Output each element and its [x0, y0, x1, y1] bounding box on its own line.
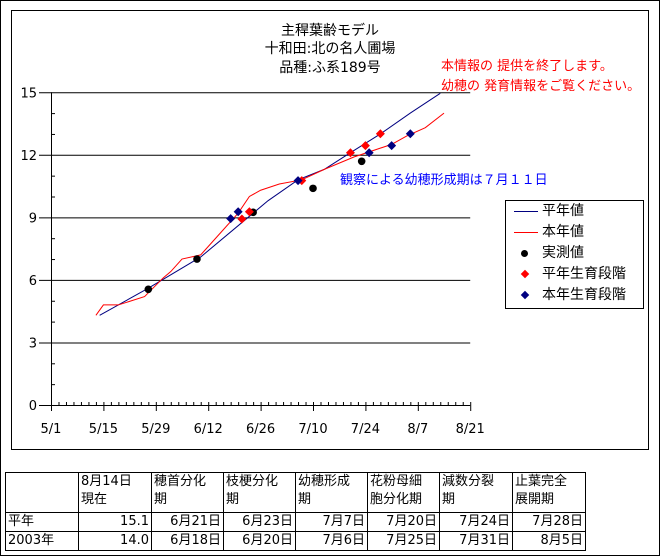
stage-diamond [226, 214, 236, 224]
table-cell: 14.0 [78, 531, 152, 551]
legend-label: 本年生育段階 [542, 287, 626, 303]
legend-label: 平年値 [542, 203, 584, 219]
header-cell [5, 472, 79, 513]
table-cell: 7月20日 [367, 512, 440, 532]
header-text: 穂首分化 [154, 474, 207, 489]
x-tick-label: 7/10 [298, 422, 327, 437]
legend-item-heinen-stage: 平年生育段階 [506, 264, 643, 285]
chart-area [11, 10, 649, 450]
header-cell: 8月14日現在 [78, 472, 152, 513]
header-cell: 減数分裂期 [439, 472, 513, 513]
legend-label: 平年生育段階 [542, 266, 626, 282]
measured-point [309, 184, 317, 193]
y-tick-label: 0 [29, 399, 37, 414]
stage-diamond [233, 207, 243, 217]
header-text: 期 [226, 492, 240, 507]
series-line-1 [95, 112, 445, 316]
stage-diamond [375, 129, 385, 139]
chart-title-line-1: 主稈葉齢モデル [281, 23, 379, 39]
legend-item-heinen: 平年値 [506, 201, 643, 222]
header-cell: 花粉母細 胞分化期 [367, 472, 440, 513]
table-cell: 6月23日 [223, 512, 296, 532]
header-text: 枝梗分化 [226, 474, 279, 489]
series-line-0 [99, 92, 441, 316]
row-label: 平年 [5, 512, 79, 532]
legend-item-measured: 実測値 [506, 243, 643, 264]
notice-line-2: 幼穂の 発育情報をご覧ください。 [441, 79, 641, 94]
header-text: 期 [442, 492, 456, 507]
chart-title-line-3: 品種:ふ系189号 [279, 60, 381, 76]
legend-label: 実測値 [542, 245, 584, 261]
blue-line-swatch [514, 211, 538, 212]
legend-item-honnen: 本年値 [506, 222, 643, 243]
x-tick-label: 5/15 [89, 422, 118, 437]
table-header-row: 8月14日現在 穂首分化期 枝梗分化期 幼穂形成期 花粉母細胞分化期 減数分裂期… [5, 472, 586, 513]
stage-diamond [293, 176, 303, 186]
header-text: 幼穂形成 [298, 474, 351, 489]
navy-diamond-icon [520, 290, 530, 300]
table-row: 2003年 14.0 6月18日 6月20日 7月6日 7月25日 7月31日 … [5, 531, 586, 551]
legend-item-honnen-stage: 本年生育段階 [506, 285, 643, 306]
table-cell: 15.1 [78, 512, 152, 532]
header-cell: 枝梗分化期 [223, 472, 296, 513]
legend: 平年値 本年値 実測値 平年生育段階 本年生育段階 [505, 200, 644, 309]
table-cell: 7月28日 [512, 512, 586, 532]
header-text: 8月14日 [81, 474, 132, 489]
x-tick-label: 6/12 [194, 422, 223, 437]
header-text: 展開期 [515, 492, 555, 507]
table-cell: 6月20日 [223, 531, 296, 551]
table-cell: 7月6日 [295, 531, 368, 551]
legend-label: 本年値 [542, 224, 584, 240]
measured-point [357, 157, 366, 166]
y-tick-label: 6 [29, 274, 37, 289]
table-cell: 6月21日 [151, 512, 224, 532]
measured-point [193, 255, 201, 263]
stage-diamond [387, 141, 397, 151]
red-line-swatch [514, 232, 538, 233]
x-tick-label: 5/1 [41, 422, 62, 437]
x-tick-label: 8/7 [407, 422, 428, 437]
table-cell: 8月5日 [512, 531, 586, 551]
header-cell: 幼穂形成期 [295, 472, 368, 513]
stage-diamond [345, 148, 355, 158]
header-text: 減数分裂 [442, 474, 495, 489]
growth-stage-table: 8月14日現在 穂首分化期 枝梗分化期 幼穂形成期 花粉母細胞分化期 減数分裂期… [5, 472, 586, 551]
black-circle-icon [521, 250, 528, 257]
x-tick-label: 5/29 [141, 422, 170, 437]
chart-title-line-2: 十和田:北の名人圃場 [264, 41, 396, 57]
stage-diamond [405, 129, 415, 139]
x-tick-label: 8/21 [456, 422, 485, 437]
y-tick-label: 12 [20, 149, 37, 164]
row-label: 2003年 [5, 531, 79, 551]
header-text: 胞分化期 [370, 492, 423, 507]
measured-point [144, 285, 153, 294]
stage-diamond [360, 141, 370, 151]
y-tick-label: 3 [29, 336, 37, 351]
y-tick-label: 9 [29, 211, 37, 226]
header-text: 期 [154, 492, 168, 507]
notice-line-1: 本情報の 提供を終了します。 [441, 59, 613, 74]
table-cell: 7月25日 [367, 531, 440, 551]
table-cell: 6月18日 [151, 531, 224, 551]
red-diamond-icon [520, 269, 530, 279]
y-tick-label: 15 [20, 86, 37, 101]
table-cell: 7月24日 [439, 512, 513, 532]
x-tick-label: 7/24 [351, 422, 380, 437]
stage-diamond [244, 207, 254, 217]
header-cell: 穂首分化期 [151, 472, 224, 513]
header-cell: 止葉完全 展開期 [512, 472, 586, 513]
header-text: 止葉完全 [515, 474, 568, 489]
header-text: 期 [298, 492, 312, 507]
table-cell: 7月31日 [439, 531, 513, 551]
stage-diamond [364, 148, 374, 158]
stage-diamond [237, 214, 247, 224]
header-text: 現在 [81, 492, 108, 507]
table-cell: 7月7日 [295, 512, 368, 532]
observation-annotation: 観察による幼穂形成期は７月１１日 [340, 173, 548, 188]
table-row: 平年 15.1 6月21日 6月23日 7月7日 7月20日 7月24日 7月2… [5, 512, 586, 532]
header-text: 花粉母細 [370, 474, 423, 489]
x-tick-label: 6/26 [246, 422, 275, 437]
